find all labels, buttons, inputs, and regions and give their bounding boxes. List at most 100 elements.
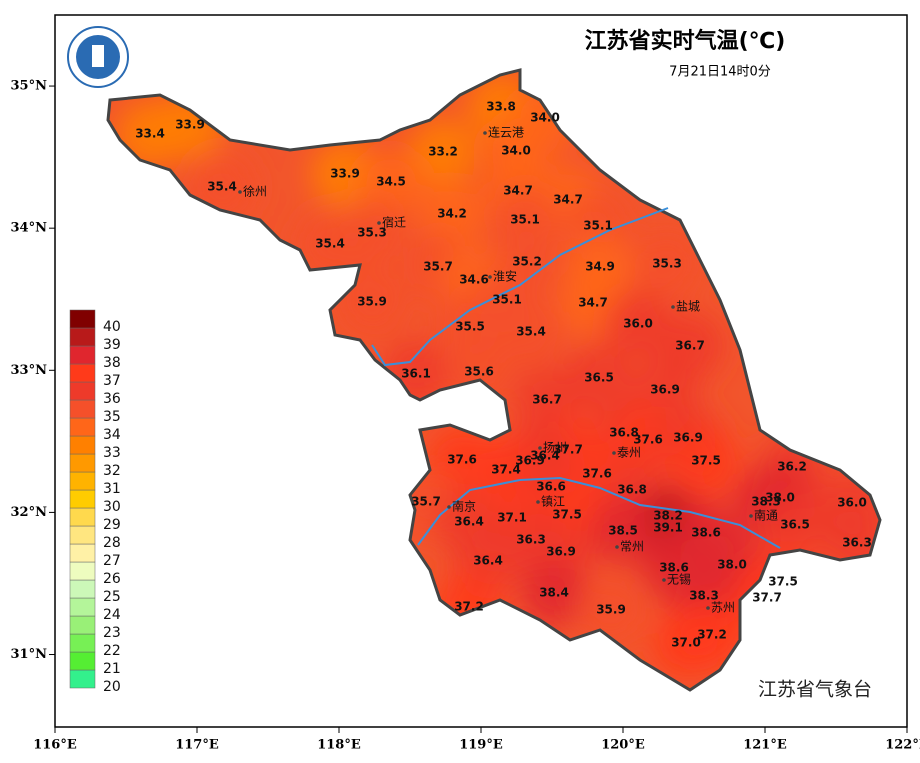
temperature-blob	[497, 298, 565, 366]
legend-label: 35	[103, 409, 121, 425]
station-temperature: 35.4	[207, 180, 237, 194]
station-temperature: 33.9	[175, 118, 205, 132]
station-temperature: 36.6	[536, 480, 566, 494]
legend-swatch	[69, 435, 96, 455]
temperature-blob	[565, 344, 633, 412]
x-tick-label: 121°E	[743, 738, 787, 753]
station-temperature: 38.3	[751, 495, 781, 509]
legend-label: 39	[103, 337, 121, 353]
station-temperature: 34.2	[437, 207, 467, 221]
station-temperature: 37.2	[697, 628, 727, 642]
station-temperature: 38.0	[765, 491, 795, 505]
temperature-blob	[520, 559, 588, 627]
river	[417, 476, 781, 549]
river	[371, 207, 669, 367]
city-label: 无锡	[667, 572, 691, 587]
city-label: 扬州	[543, 440, 567, 455]
legend-swatch	[69, 309, 96, 329]
temperature-blob	[761, 491, 829, 559]
legend-label: 21	[103, 661, 121, 677]
province-outline	[106, 68, 882, 692]
legend-swatch	[69, 615, 96, 635]
city-dot	[671, 305, 675, 309]
city-dot	[447, 505, 451, 509]
city-label: 苏州	[711, 601, 735, 615]
x-tick-label: 118°E	[317, 738, 361, 753]
city-label: 镇江	[541, 495, 565, 509]
station-temperature: 38.0	[717, 558, 747, 572]
station-temperature: 34.0	[501, 144, 531, 158]
station-temperature: 36.4	[530, 449, 560, 463]
station-temperature: 36.7	[532, 393, 562, 407]
x-tick-label: 122°E	[885, 738, 920, 753]
legend-label: 20	[103, 679, 121, 695]
station-temperature: 37.5	[552, 508, 582, 522]
station-temperature: 35.7	[411, 495, 441, 509]
legend-label: 28	[103, 535, 121, 551]
station-temperature: 37.5	[691, 454, 721, 468]
legend-label: 34	[103, 427, 121, 443]
station-temperature: 36.0	[623, 317, 653, 331]
legend-label: 25	[103, 589, 121, 605]
legend-swatch	[69, 525, 96, 545]
footer: 江苏省气象台	[758, 679, 872, 701]
station-temperature: 35.4	[315, 237, 345, 251]
city-dot	[536, 500, 540, 504]
temperature-blob	[409, 118, 477, 186]
station-temperature: 36.3	[516, 533, 546, 547]
city-dot	[483, 131, 487, 135]
station-temperature: 36.9	[546, 545, 576, 559]
station-temperature: 37.2	[454, 600, 484, 614]
legend-label: 31	[103, 481, 121, 497]
station-temperature: 35.4	[516, 325, 546, 339]
station-temperature: 38.4	[539, 586, 569, 600]
legend-swatch	[69, 471, 96, 491]
station-temperature: 37.7	[553, 443, 583, 457]
station-temperature: 36.1	[401, 367, 431, 381]
legend-label: 37	[103, 373, 121, 389]
city-dot	[749, 514, 753, 518]
city-label: 南通	[754, 508, 778, 523]
station-temperature: 38.2	[653, 509, 683, 523]
legend-swatch	[69, 417, 96, 437]
legend-swatch	[69, 579, 96, 599]
legend-swatch	[69, 543, 96, 563]
legend-swatch	[69, 363, 96, 383]
station-temperature: 37.0	[671, 636, 701, 650]
city-label: 南京	[452, 499, 476, 514]
legend-label: 26	[103, 571, 121, 587]
station-temperature: 35.2	[512, 255, 542, 269]
legend-label: 32	[103, 463, 121, 479]
city-label: 宿迁	[382, 215, 406, 230]
station-temperature: 37.7	[752, 591, 782, 605]
station-temperature: 36.9	[515, 454, 545, 468]
temperature-blob	[604, 290, 672, 358]
city-label: 泰州	[617, 446, 641, 460]
city-label: 淮安	[493, 269, 517, 284]
station-temperature: 35.3	[357, 226, 387, 240]
legend-swatch	[69, 507, 96, 527]
legend-label: 27	[103, 553, 121, 569]
station-temperature: 36.9	[650, 383, 680, 397]
temperature-blob	[672, 427, 740, 495]
legend-label: 23	[103, 625, 121, 641]
station-temperature: 35.1	[510, 213, 540, 227]
logo	[67, 26, 129, 88]
legend-swatch	[69, 633, 96, 653]
y-tick-label: 35°N	[11, 79, 48, 94]
subtitle: 7月21日14时0分	[669, 65, 771, 80]
legend-swatch	[69, 651, 96, 671]
station-temperature: 38.6	[691, 526, 721, 540]
station-temperature: 37.6	[582, 467, 612, 481]
city-label: 徐州	[243, 184, 267, 199]
station-temperature: 37.6	[447, 453, 477, 467]
station-temperature: 39.1	[653, 521, 683, 535]
station-temperature: 36.4	[454, 515, 484, 529]
station-temperature: 35.6	[464, 365, 494, 379]
station-temperature: 35.9	[357, 295, 387, 309]
legend-label: 30	[103, 499, 121, 515]
station-temperature: 38.3	[689, 589, 719, 603]
temperature-blob	[418, 180, 486, 248]
